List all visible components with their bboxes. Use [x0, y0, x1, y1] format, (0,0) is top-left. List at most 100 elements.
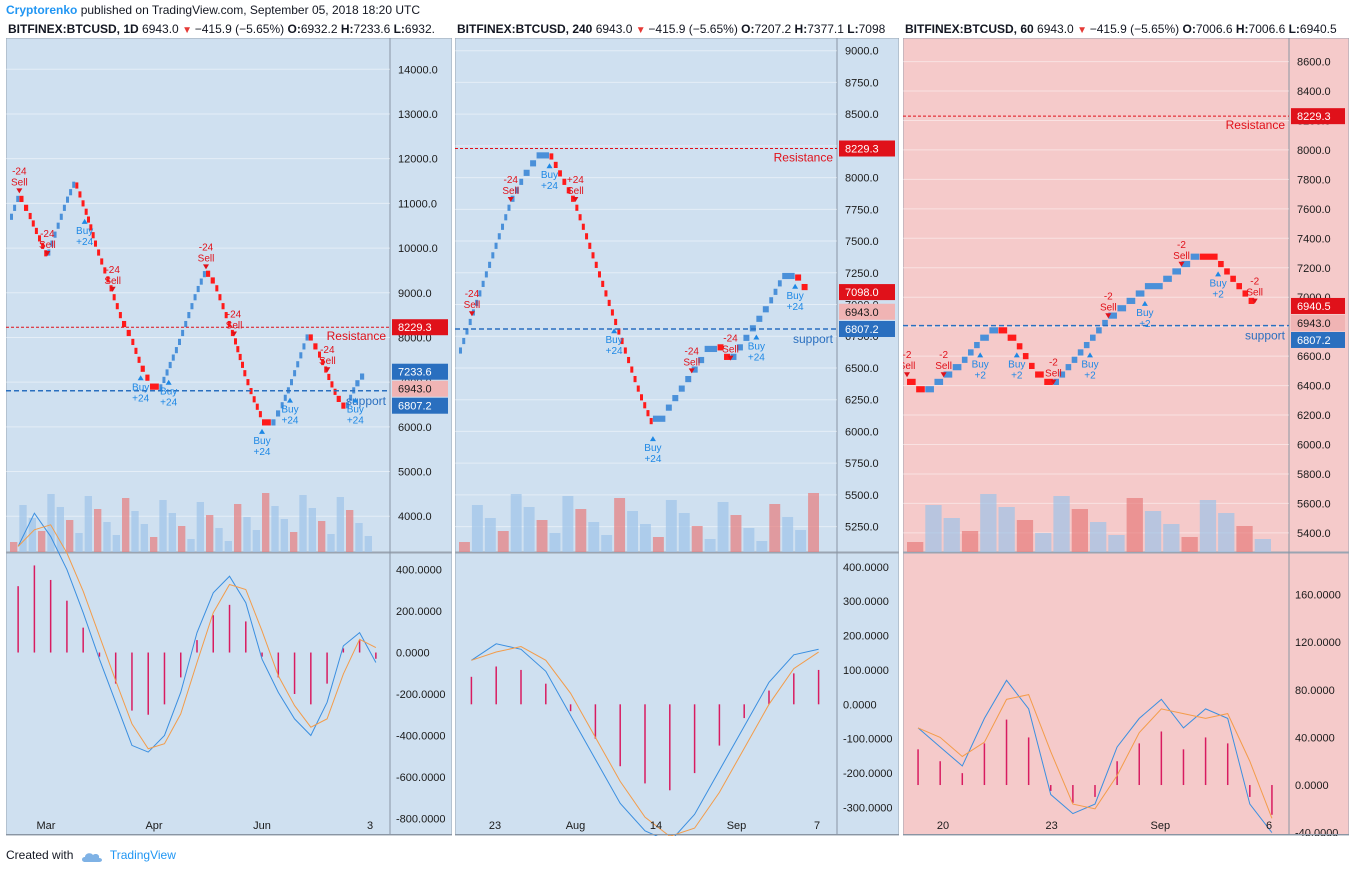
renko-brick-up: [72, 181, 76, 188]
renko-brick-down: [236, 346, 240, 353]
renko-brick-up: [519, 178, 524, 185]
price-badge-text: 6943.0: [1297, 318, 1331, 330]
time-tick-label: 14: [650, 820, 662, 832]
signal-text: Sell: [1246, 288, 1263, 299]
signal-text: +24: [748, 353, 765, 364]
signal-text: -24: [227, 309, 242, 320]
price-tick-label: 5600.0: [1297, 498, 1331, 510]
renko-brick-up: [777, 280, 782, 287]
renko-brick-down: [330, 381, 334, 388]
price-tick-label: 5250.0: [845, 522, 879, 534]
renko-brick-down: [581, 223, 585, 230]
renko-brick-down: [597, 271, 601, 278]
signal-text: -24: [684, 346, 699, 357]
title-l-label: L:: [1288, 22, 1300, 36]
price-badge-high: [392, 363, 448, 380]
price-tick-label: 8400.0: [1297, 86, 1331, 98]
renko-brick-down: [1242, 290, 1249, 297]
renko-brick-down: [19, 195, 24, 202]
macd-tick-label: 400.0000: [843, 562, 889, 574]
renko-brick-down: [607, 299, 611, 307]
volume-bar: [1181, 537, 1198, 552]
renko-brick-up: [672, 395, 679, 402]
volume-bar: [336, 497, 344, 552]
price-badge-text: 7098.0: [845, 287, 879, 299]
renko-brick-up: [346, 402, 349, 409]
renko-brick-down: [238, 353, 242, 361]
price-badge-resistance: [839, 140, 895, 157]
renko-brick-down: [578, 214, 582, 221]
volume-bar: [262, 493, 270, 552]
price-badge-text: 8229.3: [398, 322, 432, 334]
renko-brick-up: [165, 369, 169, 376]
time-tick-label: 6: [1266, 820, 1272, 832]
author-name[interactable]: Cryptorenko: [6, 3, 78, 17]
macd-tick-label: 0.0000: [396, 648, 430, 660]
macd-pane: [6, 552, 452, 836]
volume-bar: [769, 504, 781, 552]
volume-bar: [943, 518, 960, 552]
time-tick-label: Mar: [37, 820, 56, 832]
signal-text: Buy: [76, 226, 93, 237]
volume-bar: [925, 505, 942, 552]
renko-brick-down: [623, 347, 627, 354]
tradingview-link[interactable]: TradingView: [109, 848, 176, 862]
time-tick-label: 23: [1046, 820, 1058, 832]
volume-bar: [523, 507, 535, 552]
renko-brick-up: [491, 252, 495, 259]
title-l-label: L:: [393, 22, 405, 36]
renko-brick-down: [258, 411, 262, 418]
buy-signal: Buy+2: [1209, 271, 1227, 300]
renko-brick-up: [515, 187, 519, 194]
price-tick-label: 11000.0: [398, 198, 437, 210]
price-tick-label: 5750.0: [845, 458, 879, 470]
signal-text: Buy: [606, 335, 623, 346]
renko-brick-down: [998, 327, 1008, 334]
volume-bar: [290, 532, 298, 552]
renko-brick-down: [131, 338, 135, 346]
volume-bar: [562, 496, 574, 552]
volume-bar: [614, 498, 626, 552]
signal-text: Sell: [1173, 251, 1190, 262]
renko-brick-up: [293, 370, 297, 377]
price-tick-label: 6000.0: [1297, 439, 1331, 451]
price-tick-label: 6400.0: [1297, 381, 1331, 393]
volume-bar: [224, 541, 232, 552]
volume-bar: [536, 520, 548, 552]
price-badge-text: 6943.0: [845, 307, 879, 319]
price-badge-resistance: [1291, 297, 1345, 314]
signal-text: +2: [1139, 319, 1151, 330]
renko-brick-up: [934, 378, 944, 385]
panel-title-2: BITFINEX:BTCUSD, 240 6943.0 ▼ −415.9 (−5…: [457, 20, 897, 38]
volume-bar: [364, 536, 372, 552]
price-badge-text: 6807.2: [845, 324, 879, 336]
volume-bar: [1053, 496, 1070, 552]
support-label: support: [346, 394, 387, 408]
signal-text: Sell: [226, 320, 243, 331]
volume-bar: [1144, 511, 1162, 552]
volume-bar: [84, 496, 92, 552]
renko-brick-down: [594, 261, 598, 268]
volume-bar: [980, 494, 997, 552]
buy-signal: Buy+2: [1136, 300, 1154, 330]
renko-brick-up: [276, 410, 281, 417]
renko-brick-down: [1044, 378, 1053, 385]
sell-arrow-icon: [231, 331, 237, 337]
signal-text: Sell: [11, 177, 28, 188]
price-tick-label: 7400.0: [1297, 233, 1331, 245]
renko-brick-down: [89, 224, 93, 231]
signal-text: Buy: [1209, 278, 1226, 289]
renko-brick-up: [974, 341, 980, 349]
renko-brick-up: [1071, 356, 1078, 363]
volume-bar: [10, 542, 18, 552]
signal-text: -24: [12, 166, 27, 177]
signal-text: -2: [1104, 291, 1113, 302]
price-badge-last: [1291, 314, 1345, 331]
price-tick-label: 10000.0: [398, 243, 438, 255]
renko-brick-up: [468, 318, 472, 326]
volume-bar: [215, 528, 223, 552]
sell-arrow-icon: [468, 311, 475, 317]
renko-brick-up: [691, 366, 698, 373]
signal-text: -2: [939, 350, 948, 361]
